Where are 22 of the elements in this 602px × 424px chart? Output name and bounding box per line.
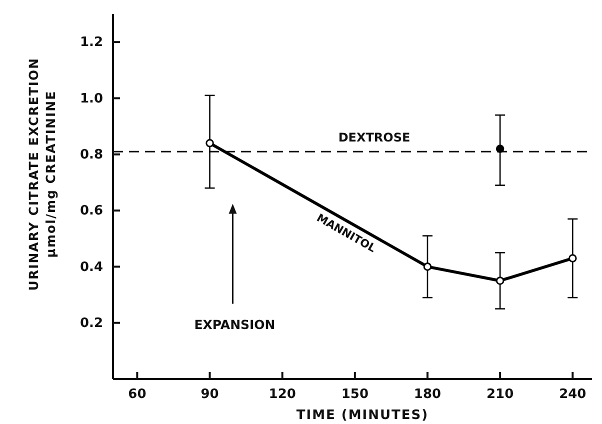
y-tick-label: 1.2 bbox=[80, 35, 103, 50]
point bbox=[496, 144, 504, 153]
x-tick-label: 210 bbox=[486, 387, 514, 402]
y-tick-label: 0.6 bbox=[80, 204, 103, 219]
x-tick-label: 240 bbox=[559, 387, 586, 402]
y-tick-label: 0.8 bbox=[80, 148, 103, 163]
x-tick-label: 120 bbox=[268, 387, 296, 402]
point bbox=[568, 254, 577, 262]
point bbox=[206, 139, 214, 148]
y-tick-label: 1.0 bbox=[80, 91, 103, 106]
y-tick-label: 0.2 bbox=[80, 316, 103, 332]
x-tick-label: 90 bbox=[200, 387, 219, 402]
x-tick-label: 180 bbox=[414, 387, 442, 402]
x-tick-label: 150 bbox=[341, 387, 368, 402]
x-axis-title: TIME (MINUTES) bbox=[296, 408, 429, 423]
annotation: EXPANSION bbox=[194, 316, 276, 332]
y-tick-label: 0.4 bbox=[80, 260, 103, 275]
ref-line-label: DEXTROSE bbox=[338, 130, 410, 145]
x-tick-label: 60 bbox=[128, 387, 146, 402]
y-axis-title: URINARY CITRATE EXCRETION μmol/mg CREATININE bbox=[26, 57, 58, 291]
point bbox=[423, 262, 432, 271]
point bbox=[496, 276, 504, 285]
